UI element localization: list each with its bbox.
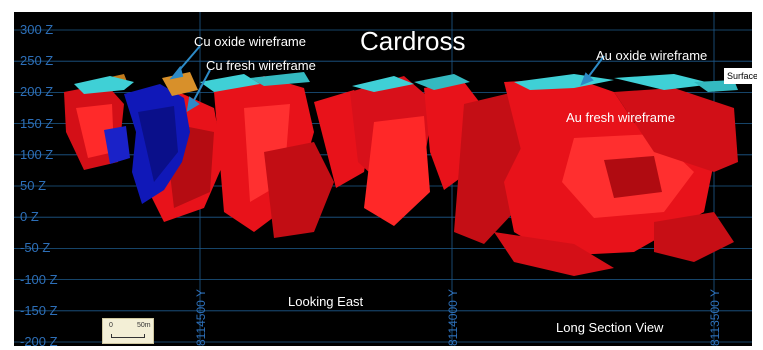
northing-label-8114000: 8114000 Y xyxy=(446,289,460,346)
elevation-label: -100 Z xyxy=(20,271,58,287)
section-viewport: 300 Z 250 Z 200 Z 150 Z 100 Z 50 Z 0 Z -50 Z -10… xyxy=(14,12,752,346)
surface-tag: Surface xyxy=(724,68,757,84)
scale-start: 0 xyxy=(109,322,113,329)
northing-label-8113500: 8113500 Y xyxy=(708,289,722,346)
direction-label: Looking East xyxy=(288,294,364,309)
scale-bar: 0 50m xyxy=(102,318,154,344)
elevation-label: -150 Z xyxy=(20,302,58,318)
wireframe-scene xyxy=(14,12,752,346)
elevation-label: 250 Z xyxy=(20,53,54,69)
cu-fresh-wireframe xyxy=(104,84,190,204)
section-title: Cardross xyxy=(360,26,466,56)
cu-oxide-callout: Cu oxide wireframe xyxy=(194,34,306,49)
northing-label-8114500: 8114500 Y xyxy=(194,289,208,346)
elevation-label: 300 Z xyxy=(20,22,54,37)
view-label: Long Section View xyxy=(556,320,664,335)
scale-bar-line xyxy=(111,334,145,338)
scale-end: 50m xyxy=(137,322,151,329)
au-oxide-arrowhead xyxy=(580,72,594,86)
cu-fresh-callout: Cu fresh wireframe xyxy=(206,58,316,73)
elevation-label: 0 Z xyxy=(20,209,39,225)
cu-fresh-arrow xyxy=(191,69,211,105)
au-oxide-callout: Au oxide wireframe xyxy=(596,48,708,63)
elevation-label: -50 Z xyxy=(20,240,51,256)
elevation-label: 200 Z xyxy=(20,84,54,100)
elevation-label: 150 Z xyxy=(20,115,54,131)
au-fresh-callout: Au fresh wireframe xyxy=(566,110,676,125)
elevation-label: 100 Z xyxy=(20,146,54,162)
elevation-label: -200 Z xyxy=(20,334,58,346)
cu-oxide-arrowhead xyxy=(169,65,184,80)
cu-fresh-arrowhead xyxy=(186,96,200,112)
elevation-label: 50 Z xyxy=(20,178,47,193)
callout-arrows xyxy=(169,45,605,112)
